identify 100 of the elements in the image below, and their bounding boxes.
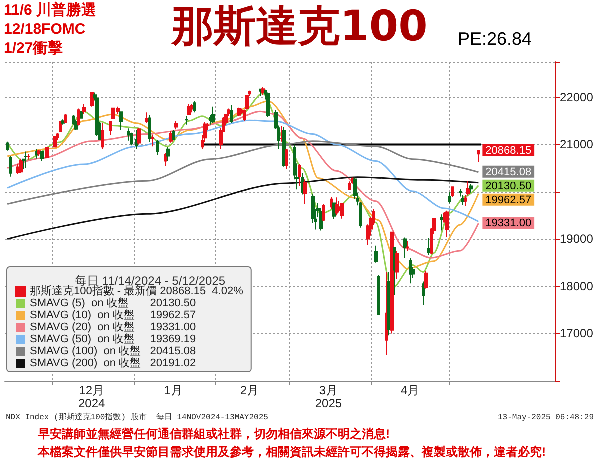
candlestick (451, 186, 454, 198)
y-tick-label: 18000 (560, 279, 594, 294)
candlestick (427, 238, 430, 256)
candlestick (448, 191, 451, 204)
x-tick-label: 3月 2025 (315, 384, 342, 410)
x-tick-label: 1月 (164, 384, 183, 398)
candlestick (127, 128, 130, 142)
line-series (6, 120, 480, 223)
candlestick (185, 116, 188, 126)
legend-label: SMAVG (5) on 收盤 20130.50 (30, 298, 196, 310)
text: PE:26.84 (458, 29, 532, 49)
candlestick (445, 210, 449, 238)
candlestick (424, 270, 428, 290)
candlestick (237, 107, 241, 117)
text: NDX Index (那斯達克100指數) 股市 每日 14NOV2024-13MAY2025 (6, 412, 269, 422)
data-label: 20415.08 (486, 166, 532, 178)
candlestick (261, 86, 265, 96)
candlestick (385, 272, 388, 356)
candlestick (59, 120, 62, 133)
candlestick (27, 154, 30, 160)
text: 本檔案文件僅供早安節目需求使用及參考，相關資訊未經許可不得揭露、複製或散佈，違者必究! (37, 445, 546, 459)
candlestick (6, 141, 9, 152)
candlestick (477, 150, 480, 163)
candlestick (137, 128, 141, 146)
line-series (6, 176, 480, 240)
candlestick (64, 114, 67, 124)
candlestick (303, 179, 307, 205)
legend-label: SMAVG (20) on 收盤 19331.00 (30, 322, 196, 334)
candlestick (193, 100, 196, 114)
candlestick (464, 194, 467, 207)
legend-label: SMAVG (200) on 收盤 20191.02 (30, 358, 196, 370)
candlestick (282, 126, 286, 168)
candlestick (135, 130, 138, 150)
candlestick (95, 94, 99, 137)
chart-title: 那斯達克100 (171, 2, 428, 50)
candlestick (298, 164, 301, 187)
candlestick (403, 237, 407, 259)
candlestick (9, 156, 12, 178)
candlestick (469, 184, 473, 194)
candlestick (259, 88, 262, 97)
candlestick (90, 92, 94, 108)
candlestick (377, 274, 380, 316)
candlestick (422, 281, 425, 306)
candlestick (61, 119, 65, 126)
candlestick (187, 104, 191, 116)
candlestick (130, 132, 133, 146)
candlestick (156, 140, 159, 156)
candlestick (80, 110, 83, 120)
legend-label: SMAVG (50) on 收盤 19369.19 (30, 334, 196, 346)
candlestick (172, 130, 175, 140)
line-series (6, 140, 480, 205)
legend-label: SMAVG (100) on 收盤 20415.08 (30, 346, 196, 358)
candlestick (409, 258, 412, 284)
candlestick (82, 104, 86, 115)
candlestick (393, 246, 396, 296)
candlestick (280, 126, 283, 142)
data-label: 20130.50 (486, 180, 532, 192)
candlestick (466, 180, 470, 196)
candlestick (374, 245, 378, 264)
candlestick (322, 204, 325, 222)
candlestick (145, 112, 149, 124)
x-tick-label: 12月 2024 (78, 384, 106, 410)
text: 早安講師並無經營任何通信群組或社群，切勿相信來源不明之消息! (37, 427, 390, 441)
candlestick (174, 120, 178, 130)
candlestick (119, 111, 123, 132)
legend-label: SMAVG (10) on 收盤 19962.57 (30, 310, 196, 322)
candlestick (335, 197, 338, 216)
candlestick (77, 108, 80, 126)
candlestick (35, 148, 38, 160)
candlestick (348, 181, 351, 192)
candlestick (406, 240, 409, 252)
candlestick (166, 146, 170, 162)
candlestick (211, 106, 215, 124)
x-tick-label: 4月 (400, 384, 420, 398)
candlestick (330, 196, 333, 210)
candlestick (440, 214, 444, 232)
y-tick-label: 21000 (560, 138, 594, 152)
candlestick (230, 104, 233, 124)
candlestick (151, 134, 154, 148)
candlestick (285, 148, 288, 170)
candlestick (148, 114, 151, 143)
text: 1/27衝擊 (4, 40, 64, 57)
text: 20868.15 (486, 144, 532, 157)
text: 12/18FOMC (4, 21, 86, 38)
candlestick (19, 158, 23, 174)
candlestick (266, 92, 270, 118)
candlestick (109, 120, 112, 136)
y-tick-label: 22000 (560, 90, 594, 104)
text: 13-May-2025 06:48:29 (498, 414, 594, 422)
candlestick (53, 136, 57, 148)
candlestick (74, 120, 78, 132)
data-label: 19331.00 (486, 218, 532, 230)
candlestick (340, 202, 344, 220)
candlestick (101, 122, 104, 150)
text: 11/6 川普勝選 (4, 1, 98, 19)
y-tick-label: 17000 (560, 326, 594, 341)
y-tick-label: 19000 (560, 232, 594, 246)
candlestick (164, 152, 167, 167)
candlestick (24, 151, 28, 169)
x-tick-label: 2月 (240, 384, 260, 398)
